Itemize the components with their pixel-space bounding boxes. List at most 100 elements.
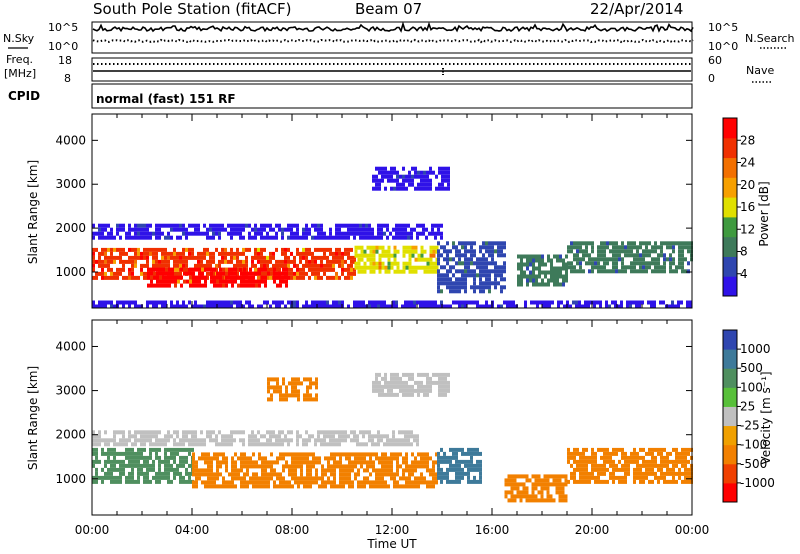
power-cell-8 [374,304,377,309]
power-cell-1 [231,275,234,280]
velocity-cell-4 [654,455,657,460]
power-cell-5 [600,249,603,254]
power-cell-8 [506,300,509,305]
velocity-cell-4 [624,455,627,460]
velocity-cell-6 [288,381,291,386]
power-cell-3 [464,277,467,282]
power-cell-2 [396,265,400,270]
velocity-cell-1 [432,464,435,469]
power-cell-0 [266,263,269,268]
power-cell-6 [371,227,374,232]
velocity-cell-0 [137,451,140,456]
power-cell-4 [535,278,538,283]
velocity-cell-2 [455,467,458,472]
velocity-cell-5 [353,430,356,435]
power-cell-0 [98,255,101,260]
velocity-cell-4 [615,467,618,472]
velocity-cell-1 [390,476,393,481]
velocity-cell-2 [467,475,470,480]
power-cell-8 [422,300,425,305]
power-cell-0 [326,259,329,264]
velocity-cell-6 [270,377,273,382]
velocity-cell-2 [437,455,440,460]
velocity-cell-5 [146,430,149,435]
power-cell-6 [377,227,380,232]
power-cell-3 [473,269,476,274]
velocity-cell-1 [240,456,243,461]
velocity-cell-4 [678,467,681,472]
power-cell-6 [320,231,323,236]
velocity-cell-0 [110,467,113,472]
power-cell-6 [194,223,197,228]
velocity-cell-3 [507,490,511,495]
velocity-cell-7 [399,376,402,381]
power-cell-0 [116,271,119,276]
velocity-cell-1 [282,468,285,473]
power-cell-1 [234,267,237,272]
colorbar-swatch [723,236,737,257]
colorbar-tick-label: 100 [740,380,763,394]
power-cell-6 [116,227,119,232]
power-cell-7 [396,182,399,187]
power-cell-5 [672,241,675,246]
velocity-cell-1 [285,452,288,457]
power-cell-5 [579,265,582,270]
velocity-cell-6 [315,381,318,386]
velocity-cell-5 [194,430,197,435]
velocity-cell-2 [476,451,479,456]
velocity-cell-2 [473,447,476,452]
velocity-cell-6 [297,389,300,394]
velocity-cell-0 [146,455,149,460]
velocity-cell-4 [594,459,597,464]
power-cell-0 [107,263,110,268]
power-cell-6 [134,227,137,232]
power-cell-2 [408,265,412,270]
power-cell-8 [152,304,155,309]
velocity-cell-4 [645,451,648,456]
power-cell-7 [414,170,417,175]
velocity-cell-1 [351,464,354,469]
velocity-cell-6 [312,397,315,402]
velocity-cell-5 [158,430,161,435]
velocity-cell-7 [405,380,408,385]
power-cell-5 [627,265,630,270]
velocity-cell-1 [330,480,333,485]
velocity-cell-2 [455,463,458,468]
power-cell-5 [570,249,573,254]
power-cell-8 [248,304,251,309]
power-cell-8 [185,304,188,309]
power-cell-4 [538,258,541,263]
velocity-cell-7 [393,384,396,389]
velocity-cell-1 [270,468,273,473]
power-cell-1 [228,267,231,272]
power-cell-3 [482,241,485,246]
velocity-cell-1 [435,460,438,465]
power-cell-3 [494,273,497,278]
velocity-cell-0 [182,479,185,484]
power-cell-2 [411,265,415,270]
velocity-cell-4 [621,475,624,480]
colorbar-tick-label: -25 [740,419,760,433]
power-cell-0 [236,251,239,256]
power-cell-8 [428,300,431,305]
velocity-cell-0 [134,479,137,484]
power-cell-4 [535,266,538,271]
power-cell-6 [359,235,362,240]
power-cell-4 [556,270,559,275]
velocity-cell-3 [561,490,565,495]
velocity-cell-6 [273,385,276,390]
velocity-cell-5 [203,438,206,443]
velocity-cell-0 [182,475,185,480]
velocity-cell-5 [386,438,389,443]
power-cell-5 [576,249,579,254]
velocity-cell-0 [128,479,131,484]
velocity-cell-1 [414,464,417,469]
velocity-cell-0 [155,451,158,456]
power-cell-0 [179,251,182,256]
power-cell-1 [225,275,228,280]
power-cell-5 [687,245,690,250]
power-cell-3 [488,277,491,282]
power-cell-1 [279,275,282,280]
power-cell-6 [272,227,275,232]
power-cell-8 [386,304,389,309]
